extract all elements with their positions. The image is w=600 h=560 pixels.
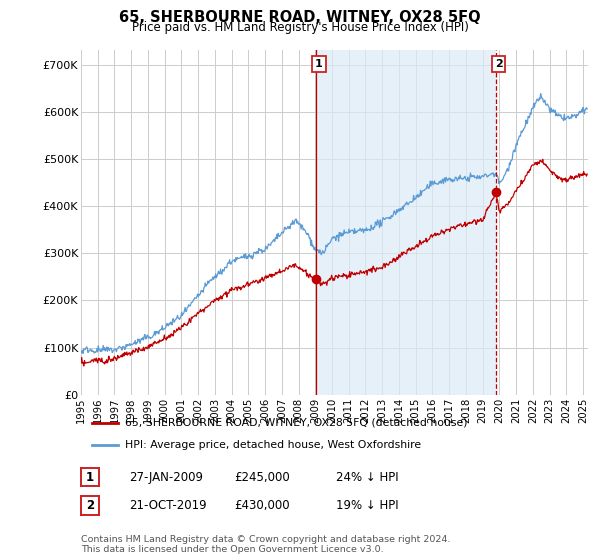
Text: 21-OCT-2019: 21-OCT-2019 <box>129 499 206 512</box>
Text: 1: 1 <box>315 59 323 69</box>
Text: £430,000: £430,000 <box>234 499 290 512</box>
Text: 1: 1 <box>86 470 94 484</box>
Bar <box>316 50 496 395</box>
Text: 2: 2 <box>495 59 503 69</box>
Text: 65, SHERBOURNE ROAD, WITNEY, OX28 5FQ: 65, SHERBOURNE ROAD, WITNEY, OX28 5FQ <box>119 10 481 25</box>
Text: 19% ↓ HPI: 19% ↓ HPI <box>336 499 398 512</box>
Text: HPI: Average price, detached house, West Oxfordshire: HPI: Average price, detached house, West… <box>125 440 421 450</box>
Text: Price paid vs. HM Land Registry's House Price Index (HPI): Price paid vs. HM Land Registry's House … <box>131 21 469 34</box>
Text: £245,000: £245,000 <box>234 470 290 484</box>
Text: Contains HM Land Registry data © Crown copyright and database right 2024.
This d: Contains HM Land Registry data © Crown c… <box>81 535 451 554</box>
Text: 65, SHERBOURNE ROAD, WITNEY, OX28 5FQ (detached house): 65, SHERBOURNE ROAD, WITNEY, OX28 5FQ (d… <box>125 418 467 428</box>
Text: 24% ↓ HPI: 24% ↓ HPI <box>336 470 398 484</box>
Text: 27-JAN-2009: 27-JAN-2009 <box>129 470 203 484</box>
Text: 2: 2 <box>86 499 94 512</box>
